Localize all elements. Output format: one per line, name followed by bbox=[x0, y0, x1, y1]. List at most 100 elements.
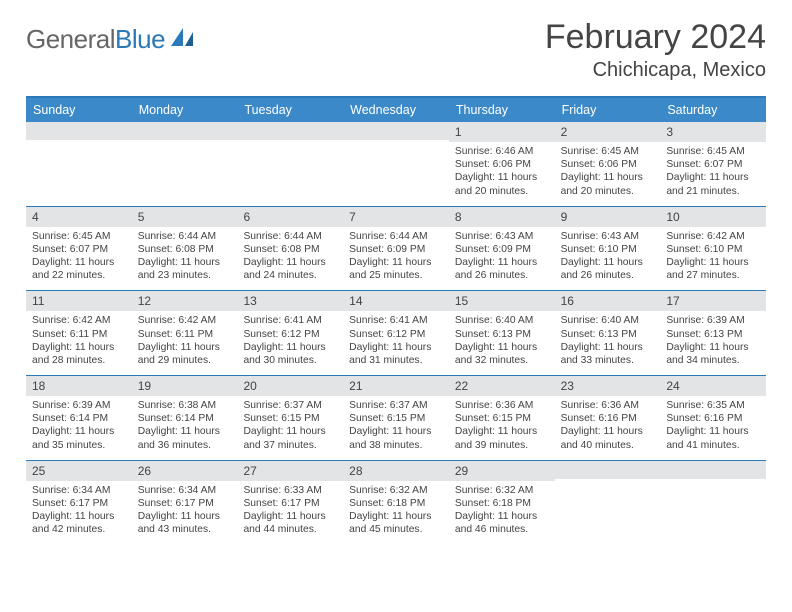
sunset-text: Sunset: 6:16 PM bbox=[666, 412, 760, 425]
sunrise-text: Sunrise: 6:36 AM bbox=[455, 399, 549, 412]
day-number bbox=[343, 122, 449, 140]
day-of-week-header: Sunday Monday Tuesday Wednesday Thursday… bbox=[26, 98, 766, 122]
logo-text-general: General bbox=[26, 24, 115, 54]
day-body: Sunrise: 6:42 AMSunset: 6:11 PMDaylight:… bbox=[132, 311, 238, 375]
sunrise-text: Sunrise: 6:40 AM bbox=[455, 314, 549, 327]
dow-friday: Friday bbox=[555, 98, 661, 122]
daylight-text: Daylight: 11 hours and 42 minutes. bbox=[32, 510, 126, 536]
day-number: 3 bbox=[660, 122, 766, 142]
day-body: Sunrise: 6:45 AMSunset: 6:06 PMDaylight:… bbox=[555, 142, 661, 206]
day-body: Sunrise: 6:37 AMSunset: 6:15 PMDaylight:… bbox=[343, 396, 449, 460]
day-number: 2 bbox=[555, 122, 661, 142]
logo-text-blue: Blue bbox=[115, 24, 165, 54]
day-number: 16 bbox=[555, 291, 661, 311]
sunset-text: Sunset: 6:06 PM bbox=[561, 158, 655, 171]
day-body: Sunrise: 6:44 AMSunset: 6:08 PMDaylight:… bbox=[132, 227, 238, 291]
page-title: February 2024 bbox=[545, 18, 766, 57]
day-cell bbox=[26, 122, 132, 206]
calendar: Sunday Monday Tuesday Wednesday Thursday… bbox=[26, 96, 766, 544]
day-number: 7 bbox=[343, 207, 449, 227]
sunrise-text: Sunrise: 6:42 AM bbox=[138, 314, 232, 327]
daylight-text: Daylight: 11 hours and 34 minutes. bbox=[666, 341, 760, 367]
daylight-text: Daylight: 11 hours and 38 minutes. bbox=[349, 425, 443, 451]
daylight-text: Daylight: 11 hours and 33 minutes. bbox=[561, 341, 655, 367]
day-cell: 11Sunrise: 6:42 AMSunset: 6:11 PMDayligh… bbox=[26, 291, 132, 375]
day-body: Sunrise: 6:46 AMSunset: 6:06 PMDaylight:… bbox=[449, 142, 555, 206]
sunset-text: Sunset: 6:13 PM bbox=[561, 328, 655, 341]
day-cell bbox=[237, 122, 343, 206]
day-number: 22 bbox=[449, 376, 555, 396]
sunset-text: Sunset: 6:13 PM bbox=[666, 328, 760, 341]
sunset-text: Sunset: 6:13 PM bbox=[455, 328, 549, 341]
sunset-text: Sunset: 6:17 PM bbox=[32, 497, 126, 510]
day-number bbox=[237, 122, 343, 140]
day-cell bbox=[555, 461, 661, 545]
day-cell bbox=[660, 461, 766, 545]
sunrise-text: Sunrise: 6:34 AM bbox=[32, 484, 126, 497]
day-body: Sunrise: 6:43 AMSunset: 6:09 PMDaylight:… bbox=[449, 227, 555, 291]
day-cell: 10Sunrise: 6:42 AMSunset: 6:10 PMDayligh… bbox=[660, 207, 766, 291]
dow-saturday: Saturday bbox=[660, 98, 766, 122]
sunrise-text: Sunrise: 6:41 AM bbox=[243, 314, 337, 327]
sunrise-text: Sunrise: 6:32 AM bbox=[349, 484, 443, 497]
day-number: 20 bbox=[237, 376, 343, 396]
day-body: Sunrise: 6:33 AMSunset: 6:17 PMDaylight:… bbox=[237, 481, 343, 545]
day-body bbox=[132, 140, 238, 192]
day-body bbox=[555, 479, 661, 531]
day-body bbox=[343, 140, 449, 192]
day-cell: 19Sunrise: 6:38 AMSunset: 6:14 PMDayligh… bbox=[132, 376, 238, 460]
daylight-text: Daylight: 11 hours and 28 minutes. bbox=[32, 341, 126, 367]
day-number: 4 bbox=[26, 207, 132, 227]
daylight-text: Daylight: 11 hours and 45 minutes. bbox=[349, 510, 443, 536]
day-number: 5 bbox=[132, 207, 238, 227]
day-cell bbox=[132, 122, 238, 206]
day-cell: 16Sunrise: 6:40 AMSunset: 6:13 PMDayligh… bbox=[555, 291, 661, 375]
day-cell: 17Sunrise: 6:39 AMSunset: 6:13 PMDayligh… bbox=[660, 291, 766, 375]
day-number: 25 bbox=[26, 461, 132, 481]
day-cell: 5Sunrise: 6:44 AMSunset: 6:08 PMDaylight… bbox=[132, 207, 238, 291]
day-cell: 7Sunrise: 6:44 AMSunset: 6:09 PMDaylight… bbox=[343, 207, 449, 291]
day-number: 12 bbox=[132, 291, 238, 311]
daylight-text: Daylight: 11 hours and 39 minutes. bbox=[455, 425, 549, 451]
day-cell: 23Sunrise: 6:36 AMSunset: 6:16 PMDayligh… bbox=[555, 376, 661, 460]
logo-text: GeneralBlue bbox=[26, 24, 165, 55]
sunset-text: Sunset: 6:12 PM bbox=[349, 328, 443, 341]
day-cell: 14Sunrise: 6:41 AMSunset: 6:12 PMDayligh… bbox=[343, 291, 449, 375]
header: GeneralBlue February 2024 Chichicapa, Me… bbox=[26, 18, 766, 82]
day-number: 19 bbox=[132, 376, 238, 396]
day-number bbox=[26, 122, 132, 140]
day-cell: 6Sunrise: 6:44 AMSunset: 6:08 PMDaylight… bbox=[237, 207, 343, 291]
day-body bbox=[237, 140, 343, 192]
sunset-text: Sunset: 6:11 PM bbox=[32, 328, 126, 341]
day-cell: 24Sunrise: 6:35 AMSunset: 6:16 PMDayligh… bbox=[660, 376, 766, 460]
daylight-text: Daylight: 11 hours and 30 minutes. bbox=[243, 341, 337, 367]
day-body: Sunrise: 6:40 AMSunset: 6:13 PMDaylight:… bbox=[555, 311, 661, 375]
day-body: Sunrise: 6:34 AMSunset: 6:17 PMDaylight:… bbox=[26, 481, 132, 545]
sunrise-text: Sunrise: 6:44 AM bbox=[243, 230, 337, 243]
day-body: Sunrise: 6:36 AMSunset: 6:16 PMDaylight:… bbox=[555, 396, 661, 460]
day-number: 21 bbox=[343, 376, 449, 396]
daylight-text: Daylight: 11 hours and 24 minutes. bbox=[243, 256, 337, 282]
daylight-text: Daylight: 11 hours and 23 minutes. bbox=[138, 256, 232, 282]
day-body: Sunrise: 6:32 AMSunset: 6:18 PMDaylight:… bbox=[343, 481, 449, 545]
week-row: 18Sunrise: 6:39 AMSunset: 6:14 PMDayligh… bbox=[26, 375, 766, 460]
day-body: Sunrise: 6:42 AMSunset: 6:10 PMDaylight:… bbox=[660, 227, 766, 291]
daylight-text: Daylight: 11 hours and 21 minutes. bbox=[666, 171, 760, 197]
sunrise-text: Sunrise: 6:43 AM bbox=[455, 230, 549, 243]
daylight-text: Daylight: 11 hours and 36 minutes. bbox=[138, 425, 232, 451]
day-body: Sunrise: 6:32 AMSunset: 6:18 PMDaylight:… bbox=[449, 481, 555, 545]
day-number: 23 bbox=[555, 376, 661, 396]
day-cell: 28Sunrise: 6:32 AMSunset: 6:18 PMDayligh… bbox=[343, 461, 449, 545]
daylight-text: Daylight: 11 hours and 35 minutes. bbox=[32, 425, 126, 451]
sunset-text: Sunset: 6:16 PM bbox=[561, 412, 655, 425]
day-number: 27 bbox=[237, 461, 343, 481]
day-number: 1 bbox=[449, 122, 555, 142]
day-body: Sunrise: 6:36 AMSunset: 6:15 PMDaylight:… bbox=[449, 396, 555, 460]
day-number: 13 bbox=[237, 291, 343, 311]
day-cell: 3Sunrise: 6:45 AMSunset: 6:07 PMDaylight… bbox=[660, 122, 766, 206]
day-number: 10 bbox=[660, 207, 766, 227]
sunset-text: Sunset: 6:08 PM bbox=[138, 243, 232, 256]
day-body: Sunrise: 6:40 AMSunset: 6:13 PMDaylight:… bbox=[449, 311, 555, 375]
daylight-text: Daylight: 11 hours and 41 minutes. bbox=[666, 425, 760, 451]
day-number bbox=[660, 461, 766, 479]
